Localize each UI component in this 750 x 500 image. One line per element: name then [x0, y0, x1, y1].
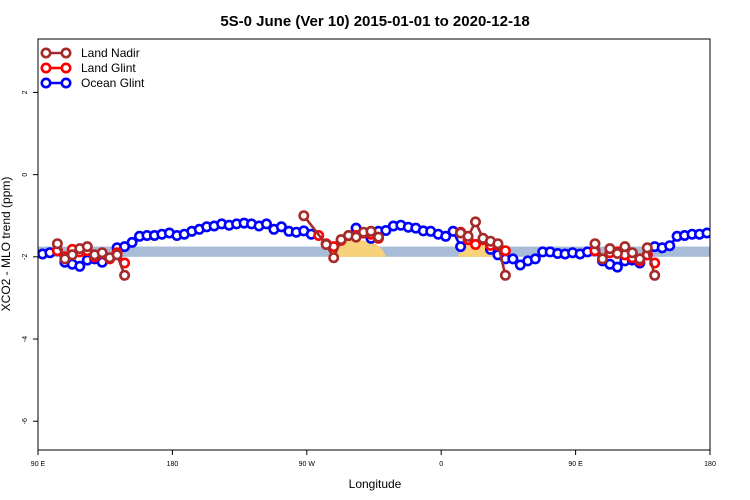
ocean-glint-point [275, 221, 287, 233]
land-nadir-point [111, 249, 123, 261]
land-nadir-point [462, 230, 474, 242]
legend-label: Land Glint [81, 61, 136, 75]
ocean-glint-point [701, 227, 710, 239]
ocean-glint-point [74, 260, 86, 272]
land-nadir-point [320, 239, 332, 251]
land-nadir-point [365, 225, 377, 237]
land-nadir-point [649, 269, 661, 281]
y-axis-label: XCO2 - MLO trend (ppm) [0, 177, 13, 312]
x-tick-label: 180 [167, 461, 179, 468]
land-nadir-point [604, 243, 616, 255]
x-tick-label: 180 [704, 461, 716, 468]
land-nadir-point [298, 210, 310, 222]
legend-marker [60, 77, 72, 89]
land-nadir-point [469, 216, 481, 228]
land-nadir-point [596, 253, 608, 265]
x-tick-label: 90 E [31, 461, 46, 468]
chart-title: 5S-0 June (Ver 10) 2015-01-01 to 2020-12… [220, 13, 529, 30]
plot-area [37, 38, 711, 451]
y-tick-label: -2 [22, 254, 29, 260]
land-nadir-point [350, 231, 362, 243]
y-tick-label: -4 [22, 336, 29, 342]
plot-frame [37, 38, 711, 451]
land-nadir-point [372, 231, 384, 243]
ocean-glint-point [664, 240, 676, 252]
x-axis-label: Longitude [349, 477, 402, 491]
land-nadir-point [499, 269, 511, 281]
y-tick-label: 0 [22, 173, 29, 177]
land-nadir-point [96, 247, 108, 259]
y-tick-label: -6 [22, 418, 29, 424]
land-nadir-point [328, 252, 340, 264]
ocean-glint-point [611, 261, 623, 273]
legend-marker [40, 77, 52, 89]
x-axis: 90 E 180 90 W 0 90 E 180 [31, 450, 716, 468]
land-nadir-point [81, 241, 93, 253]
land-nadir-point [492, 238, 504, 250]
x-tick-label: 90 W [299, 461, 316, 468]
y-axis: 2 0 -2 -4 -6 [22, 90, 38, 424]
ocean-glint-point [529, 253, 541, 265]
plot-inner [38, 210, 710, 281]
legend-marker [60, 47, 72, 59]
legend-label: Land Nadir [81, 46, 140, 60]
legend-label: Ocean Glint [81, 76, 145, 90]
x-tick-label: 0 [439, 461, 443, 468]
land-glint-point [499, 245, 511, 257]
land-nadir-point [589, 238, 601, 250]
land-nadir-point [119, 269, 131, 281]
ocean-glint-point [126, 236, 138, 248]
land-nadir-point [619, 241, 631, 253]
land-nadir-point [634, 253, 646, 265]
x-tick-label: 90 E [568, 461, 583, 468]
y-tick-label: 2 [22, 90, 29, 94]
legend-marker [40, 62, 52, 74]
legend-marker [60, 62, 72, 74]
ocean-glint-point [440, 230, 452, 242]
ocean-glint-point [507, 253, 519, 265]
land-nadir-point [626, 247, 638, 259]
ocean-glint-point [260, 218, 272, 230]
land-nadir-point [51, 238, 63, 250]
ocean-glint-point [455, 241, 467, 253]
ocean-glint-point [380, 225, 392, 237]
land-nadir-point [641, 242, 653, 254]
legend-marker [40, 47, 52, 59]
land-glint-point [469, 239, 481, 251]
land-nadir-point [66, 249, 78, 261]
land-nadir-point [611, 248, 623, 260]
